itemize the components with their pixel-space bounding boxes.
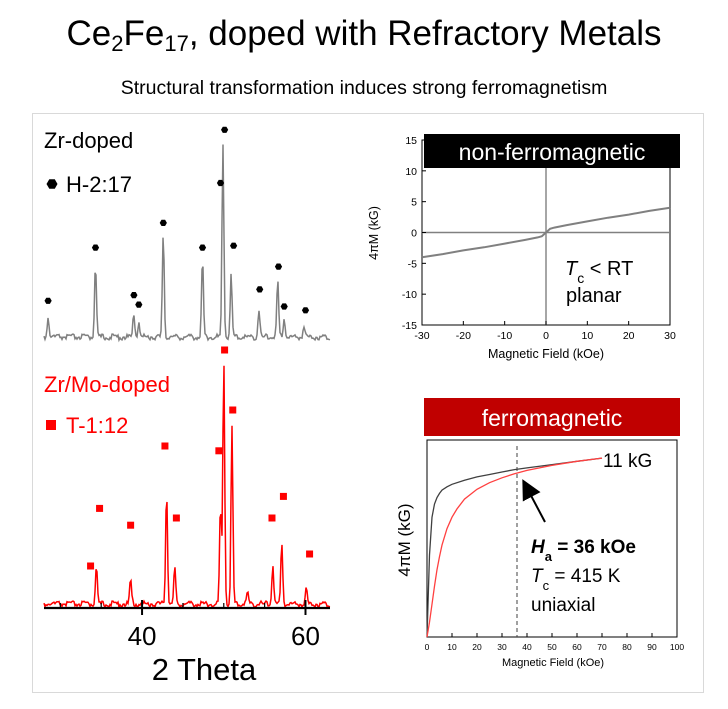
mh-bottom-xtick-label: 50 [547, 642, 557, 652]
xrd-marker-h [256, 286, 264, 293]
xrd-marker-h [274, 263, 283, 270]
title-mid: Fe [123, 14, 165, 53]
mh-bottom-curve-1 [426, 457, 603, 638]
xrd-marker-h [221, 126, 229, 133]
xrd-marker-h [44, 297, 52, 304]
xrd-marker-t [87, 562, 95, 570]
mh-bottom-xtick-label: 80 [622, 642, 632, 652]
mh-top-ytick-label: 15 [405, 135, 417, 147]
xrd-marker-h [198, 244, 207, 251]
mh-top-xtick-label: -20 [456, 330, 471, 342]
xrd-legend-label-1: H-2:17 [66, 172, 132, 197]
xrd-x-label: 2 Theta [152, 652, 257, 687]
xrd-legend-marker-1 [46, 179, 58, 189]
mh-top-banner [424, 134, 680, 168]
xrd-trace-1 [43, 144, 331, 343]
mh-top-xtick-label: 30 [664, 330, 676, 342]
xrd-marker-t [96, 504, 104, 512]
xrd-marker-h [216, 179, 225, 187]
mh-bottom-x-label: Magnetic Field (kOe) [502, 657, 604, 669]
page-title: Ce2Fe17, doped with Refractory Metals [0, 14, 728, 56]
mh-bottom-xtick-label: 60 [572, 642, 582, 652]
xrd-legend-marker-2 [46, 420, 56, 430]
mh-bottom-xtick-label: 100 [670, 642, 684, 652]
title-suffix: , doped with Refractory Metals [188, 14, 662, 53]
xrd-chart: Zr-doped H-2:17 Zr/Mo-doped T-1:12 40 60 2 The… [43, 126, 331, 687]
mh-bottom-end-label: 11 kG [603, 451, 652, 472]
mh-top-y-label: 4πM (kG) [367, 206, 381, 260]
mh-bottom-curve-2 [426, 457, 603, 638]
mh-bottom-banner [424, 398, 680, 436]
xrd-tick-label: 40 [128, 621, 157, 651]
mh-top-chart: -30 -20 -10 0 10 20 30 -15 -10 -5 0 5 10 15 Magnetic F… [367, 134, 680, 361]
xrd-marker-t [268, 514, 276, 522]
xrd-marker-t [161, 442, 169, 450]
xrd-marker-h [159, 219, 167, 226]
xrd-series-label-1: Zr-doped [44, 128, 133, 153]
mh-bottom-chart: 0 10 20 30 40 50 60 70 80 90 100 Magnetic Field (kO… [395, 398, 684, 669]
mh-bottom-y-label: 4πM (kG) [395, 503, 414, 576]
title-subscript-2: 17 [164, 31, 189, 56]
mh-top-x-label: Magnetic Field (kOe) [488, 347, 604, 361]
xrd-marker-t [306, 550, 314, 558]
mh-top-curve [421, 206, 671, 259]
mh-bottom-annotation-axis: uniaxial [531, 595, 595, 616]
xrd-marker-t [229, 406, 237, 414]
page-subtitle: Structural transformation induces strong… [120, 77, 608, 99]
xrd-marker-h [230, 242, 238, 249]
xrd-tick-label: 60 [291, 621, 320, 651]
mh-bottom-xtick-label: 30 [497, 642, 507, 652]
title-prefix: Ce [66, 14, 112, 53]
xrd-marker-t [215, 447, 223, 455]
mh-top-xtick-label: 10 [581, 330, 593, 342]
xrd-trace-2 [43, 365, 331, 610]
mh-bottom-banner-text: ferromagnetic [482, 405, 623, 431]
mh-top-ytick-label: 0 [411, 228, 417, 240]
mh-top-xtick-label: 0 [543, 330, 549, 342]
mh-top-annotation-tc: Tc < RT [565, 258, 633, 286]
mh-bottom-xtick-label: 90 [647, 642, 657, 652]
mh-top-ytick-label: -15 [402, 320, 417, 332]
xrd-marker-t [221, 346, 229, 354]
xrd-series-label-2: Zr/Mo-doped [44, 372, 170, 397]
xrd-marker-h [91, 244, 100, 251]
xrd-legend-label-2: T-1:12 [66, 413, 128, 438]
mh-top-ytick-label: 5 [411, 197, 417, 209]
mh-bottom-annotation-tc: Tc = 415 K [531, 566, 621, 593]
xrd-marker-h [130, 292, 138, 299]
mh-top-ytick-label: 10 [405, 166, 417, 178]
xrd-marker-t [279, 492, 287, 500]
mh-top-xtick-label: -30 [414, 330, 429, 342]
xrd-marker-t [172, 514, 180, 522]
xrd-marker-t [127, 521, 135, 529]
mh-bottom-xtick-label: 10 [447, 642, 457, 652]
figure-panel [32, 113, 704, 693]
mh-bottom-arrow [522, 479, 546, 523]
xrd-marker-h [280, 303, 288, 310]
mh-top-xtick-label: 20 [623, 330, 635, 342]
xrd-marker-h [301, 307, 310, 314]
mh-top-ytick-label: -10 [402, 289, 417, 301]
xrd-marker-h [135, 301, 143, 308]
mh-bottom-xtick-label: 70 [597, 642, 607, 652]
mh-top-xtick-label: -10 [497, 330, 512, 342]
mh-top-banner-text: non-ferromagnetic [459, 139, 646, 165]
mh-bottom-annotation-ha: Ha = 36 kOe [531, 537, 636, 564]
mh-top-ytick-label: -5 [408, 258, 417, 270]
mh-bottom-xtick-label: 40 [522, 642, 532, 652]
mh-bottom-xtick-label: 0 [425, 642, 430, 652]
title-subscript-1: 2 [111, 31, 124, 56]
mh-bottom-xtick-label: 20 [472, 642, 482, 652]
mh-top-annotation-axis: planar [566, 285, 622, 307]
